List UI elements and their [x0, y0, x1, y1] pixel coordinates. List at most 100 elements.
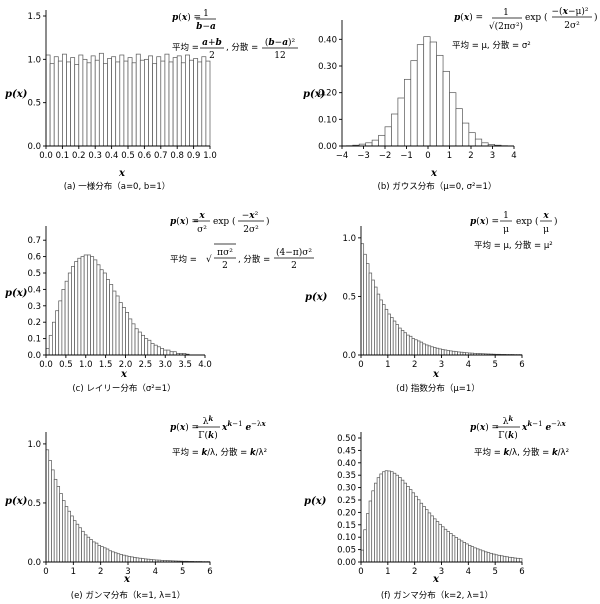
formula-a: p(x) = 1 b−a 平均 = a+b 2 , 分散 = (b−a)² 12 — [172, 9, 298, 61]
bar-b-15 — [442, 70, 450, 147]
xtick-label-d-1: 1 — [385, 360, 390, 370]
bar-f-5 — [374, 482, 378, 563]
xtick-label-c-8: 4.0 — [198, 360, 212, 370]
bar-f-27 — [433, 518, 437, 563]
bar-f-20 — [414, 495, 418, 563]
xtick-label-b-0: −4 — [336, 151, 349, 161]
bar-f-56 — [510, 557, 515, 563]
bar-d-16 — [403, 332, 407, 356]
bar-b-21 — [481, 142, 489, 147]
bar-f-32 — [446, 531, 450, 563]
bar-f-33 — [449, 533, 453, 563]
bar-f-26 — [430, 515, 434, 563]
bar-a-31 — [172, 57, 178, 147]
bar-d-31 — [443, 349, 448, 356]
ylabel-b: p(x) — [303, 89, 326, 100]
svg-text:b−a: b−a — [196, 22, 216, 32]
bar-c-11 — [80, 256, 85, 356]
bar-a-10 — [86, 62, 92, 147]
svg-text:p(x) =: p(x) = — [172, 12, 201, 23]
bar-c-28 — [134, 328, 139, 356]
svg-text:(b−a)²: (b−a)² — [265, 37, 296, 48]
ytick-label-f-4: 0.20 — [337, 508, 356, 518]
bar-f-19 — [411, 492, 416, 563]
svg-text:x: x — [542, 211, 549, 221]
xtick-label-e-1: 1 — [71, 567, 76, 577]
bar-a-30 — [168, 61, 174, 147]
svg-text:(4−π)σ²: (4−π)σ² — [276, 247, 312, 258]
bar-a-14 — [103, 63, 108, 147]
xtick-label-b-5: 1 — [447, 151, 452, 161]
bar-f-10 — [387, 470, 391, 563]
xtick-label-c-4: 2.0 — [119, 360, 133, 370]
svg-text:): ) — [266, 216, 270, 227]
xtick-label-e-0: 0 — [43, 567, 48, 577]
bar-c-32 — [147, 339, 152, 356]
bar-a-16 — [111, 56, 117, 147]
bar-a-26 — [152, 63, 158, 147]
xtick-label-e-4: 4 — [153, 567, 158, 577]
ylabel-e: p(x) — [5, 496, 28, 507]
xtick-label-a-1: 0.1 — [56, 151, 70, 161]
xlabel-a: x — [118, 168, 126, 179]
bar-c-33 — [150, 343, 155, 356]
xtick-label-d-3: 3 — [439, 360, 444, 370]
bar-a-23 — [139, 59, 145, 147]
ytick-label-b-3: 0.30 — [318, 62, 337, 72]
bar-c-10 — [77, 257, 82, 356]
bar-c-40 — [172, 351, 177, 356]
bar-d-33 — [449, 350, 453, 356]
bar-f-13 — [395, 474, 399, 563]
bar-d-9 — [384, 308, 389, 356]
svg-text:p(x) =: p(x) = — [170, 422, 199, 433]
bar-f-17 — [406, 486, 410, 563]
xlabel-f: x — [432, 574, 440, 585]
svg-text:μ: μ — [543, 225, 549, 235]
formula-f: p(x) = λk Γ(k) xk−1 e−λx 平均 = k/λ, 分散 = … — [470, 414, 569, 458]
bar-f-53 — [502, 555, 507, 563]
svg-text:平均 = μ, 分散 = σ²: 平均 = μ, 分散 = σ² — [452, 40, 531, 51]
xtick-label-b-7: 3 — [490, 151, 495, 161]
bar-f-34 — [451, 535, 456, 563]
bar-e-18 — [94, 542, 99, 563]
bar-e-17 — [92, 541, 96, 563]
bar-b-8 — [397, 97, 405, 147]
svg-text:2: 2 — [291, 261, 297, 271]
svg-text:μ: μ — [503, 225, 509, 235]
panel-gamma-k1: p(x) x (e) ガンマ分布（k=1, λ=1） p(x) = λk Γ(k… — [5, 414, 267, 601]
bar-d-22 — [419, 341, 424, 356]
bar-d-25 — [427, 345, 432, 356]
ytick-label-f-10: 0.50 — [337, 434, 356, 444]
ytick-label-f-5: 0.25 — [337, 496, 356, 506]
bar-d-34 — [451, 350, 456, 356]
xtick-label-f-0: 0 — [358, 567, 363, 577]
bar-a-13 — [98, 52, 104, 147]
xtick-label-a-6: 0.6 — [138, 151, 152, 161]
xtick-label-e-3: 3 — [125, 567, 130, 577]
bar-e-8 — [67, 510, 71, 563]
bar-a-32 — [176, 55, 182, 147]
ylabel-f: p(x) — [304, 496, 327, 507]
ytick-label-e-0: 0.0 — [27, 558, 41, 568]
bar-d-27 — [433, 347, 437, 356]
xtick-label-a-0: 0.0 — [39, 151, 53, 161]
xtick-label-a-2: 0.2 — [72, 151, 86, 161]
xtick-label-c-6: 3.0 — [158, 360, 172, 370]
bar-d-6 — [376, 293, 381, 356]
bar-b-18 — [462, 122, 470, 147]
bar-d-13 — [395, 324, 399, 356]
bar-c-18 — [102, 272, 107, 356]
ytick-label-f-7: 0.35 — [337, 471, 356, 481]
bar-c-36 — [160, 348, 165, 356]
bar-b-9 — [404, 78, 412, 147]
svg-text:2σ²: 2σ² — [243, 225, 259, 235]
ytick-label-a-1: 0.5 — [27, 99, 41, 109]
bar-e-1 — [48, 460, 52, 563]
bar-d-36 — [457, 351, 461, 356]
bar-a-7 — [74, 64, 80, 147]
bar-c-26 — [128, 318, 133, 356]
bar-a-11 — [90, 55, 96, 147]
bar-a-21 — [131, 62, 137, 147]
bar-d-14 — [398, 327, 402, 356]
xtick-label-d-2: 2 — [412, 360, 417, 370]
